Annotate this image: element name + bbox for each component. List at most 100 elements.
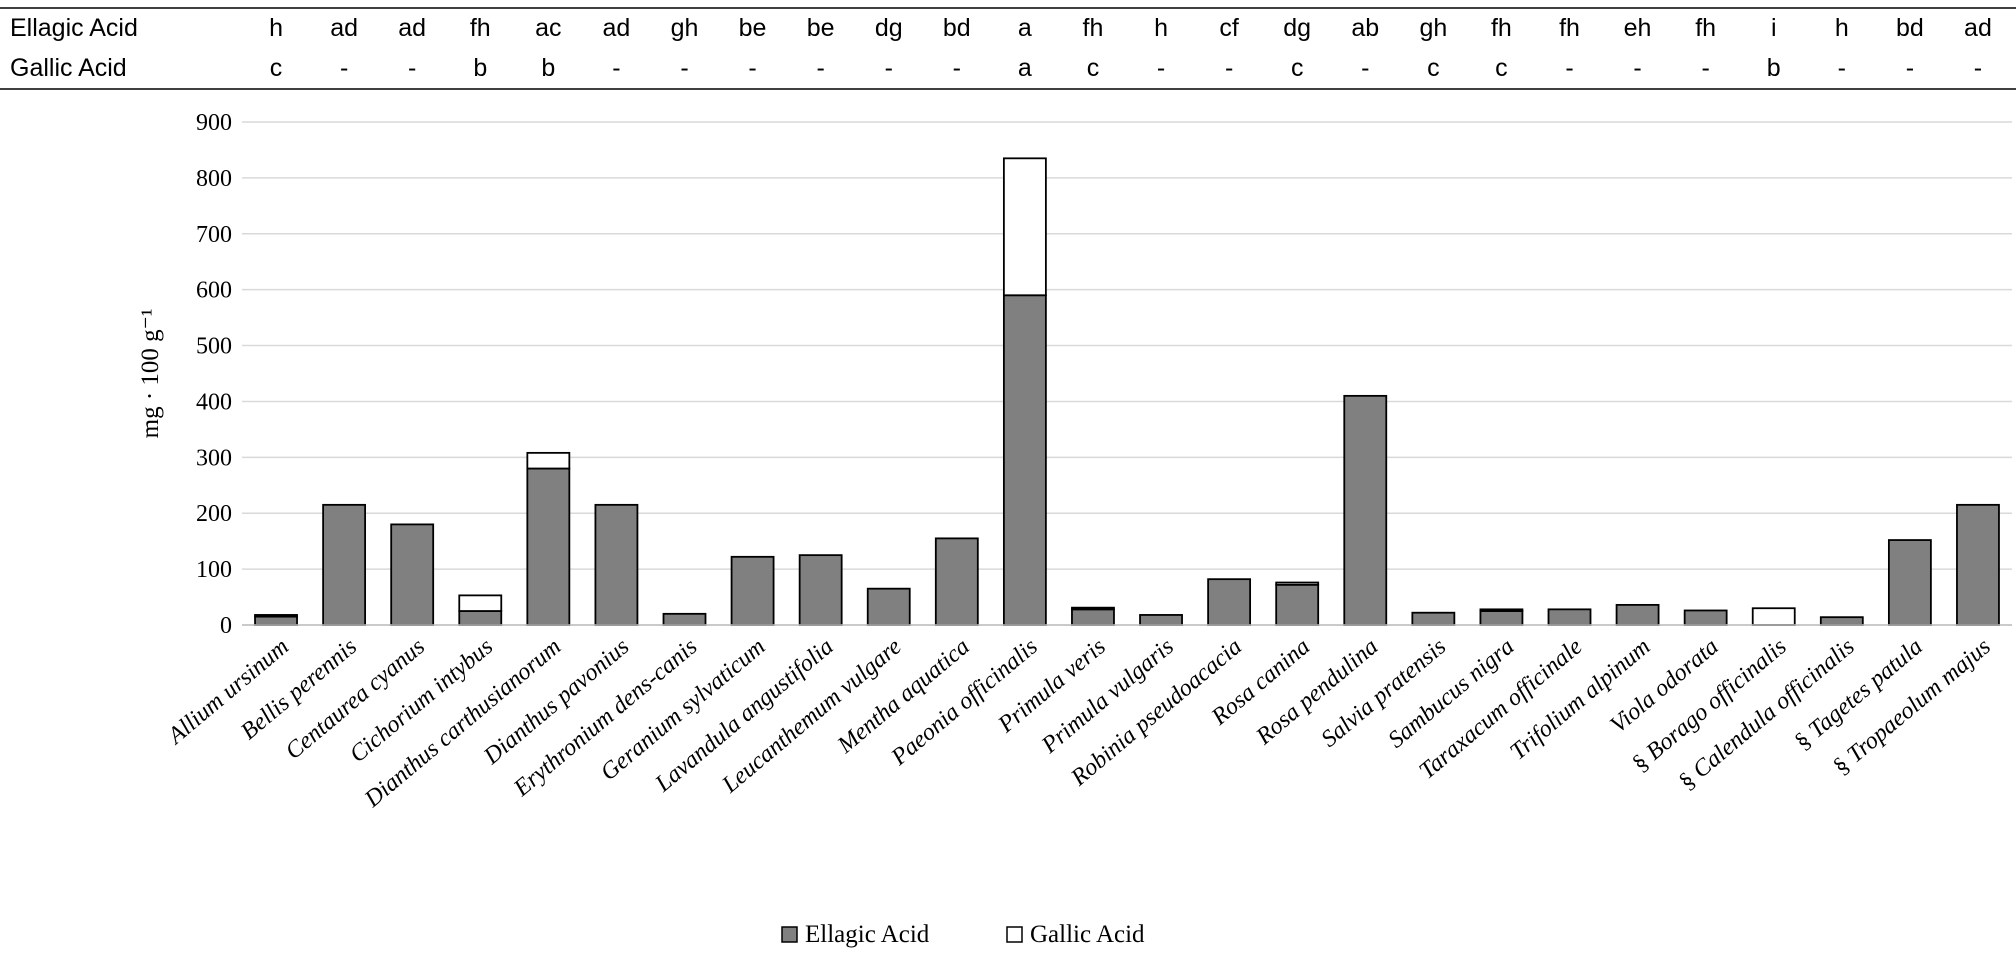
bar-ellagic-acid (594, 503, 639, 626)
header-letter: ab (1351, 14, 1379, 42)
header-letter: c (1087, 54, 1100, 82)
header-letter: dg (1283, 14, 1311, 42)
bar-ellagic-acid (1547, 608, 1592, 626)
bar-gallic-acid (1002, 157, 1047, 297)
y-tick-label: 400 (196, 389, 232, 415)
header-row-label: Gallic Acid (10, 54, 127, 82)
header-letter: h (1154, 14, 1168, 42)
y-tick-label: 600 (196, 278, 232, 304)
header-letter: eh (1624, 14, 1652, 42)
header-letter: b (541, 54, 555, 82)
y-tick-label: 100 (196, 557, 232, 583)
y-tick-label: 0 (220, 613, 232, 639)
bar-ellagic-acid (1887, 539, 1932, 626)
bar-ellagic-acid (254, 615, 298, 626)
header-letter: b (1767, 54, 1781, 82)
header-letter: a (1018, 14, 1032, 42)
header-letter: - (1361, 54, 1369, 82)
bar-ellagic-acid (1207, 578, 1252, 626)
y-tick-label: 300 (196, 445, 232, 471)
y-axis-label: mg · 100 g⁻¹ (137, 309, 164, 439)
header-letter: - (953, 54, 961, 82)
header-letter: bd (1896, 14, 1924, 42)
header-letter: dg (875, 14, 903, 42)
bar-ellagic-acid (322, 503, 367, 626)
header-letter: be (739, 14, 767, 42)
header-row-label: Ellagic Acid (10, 14, 138, 42)
bar-ellagic-acid (390, 523, 435, 626)
significance-header: Ellagic Acid h ad ad fh ac ad gh be be dg bd a fh h cf d… (0, 7, 2016, 90)
legend: Ellagic Acid Gallic Acid (781, 921, 1145, 948)
legend-entry: Ellagic Acid (805, 921, 930, 948)
bar-ellagic-acid (1002, 294, 1047, 626)
bar-ellagic-acid (1071, 608, 1115, 626)
bar-ellagic-acid (1615, 603, 1660, 626)
header-letter: - (680, 54, 688, 82)
category-name: Allium ursinum (162, 634, 294, 751)
bar-ellagic-acid (1139, 614, 1183, 626)
header-letter: ad (1964, 14, 1992, 42)
header-letter: - (408, 54, 416, 82)
header-letter: fh (1083, 14, 1104, 42)
bar-ellagic-acid (458, 610, 503, 626)
bar-ellagic-acid (866, 587, 911, 626)
legend-swatch (1006, 926, 1023, 943)
y-tick-label: 500 (196, 334, 232, 360)
legend-swatch (781, 926, 798, 943)
header-letter: be (807, 14, 835, 42)
header-letter: fh (1695, 14, 1716, 42)
bar-gallic-acid (1275, 581, 1320, 586)
bar-gallic-acid (1751, 607, 1796, 626)
y-tick-label: 200 (196, 501, 232, 527)
bar-ellagic-acid (1479, 610, 1524, 626)
header-letter: - (1565, 54, 1573, 82)
y-tick-label: 900 (196, 110, 232, 136)
header-letter: c (1427, 54, 1440, 82)
y-tick-label: 700 (196, 222, 232, 248)
header-letter: a (1018, 54, 1032, 82)
bar-ellagic-acid (934, 537, 979, 626)
header-letter: fh (1559, 14, 1580, 42)
header-letter: fh (1491, 14, 1512, 42)
header-letter: - (748, 54, 756, 82)
header-letter: - (1838, 54, 1846, 82)
bars (254, 157, 2000, 626)
header-letter: - (1974, 54, 1982, 82)
header-letter: - (1157, 54, 1165, 82)
header-letter: ad (398, 14, 426, 42)
bar-ellagic-acid (730, 555, 775, 626)
bar-gallic-acid (1479, 608, 1524, 612)
legend-entry: Gallic Acid (1030, 921, 1145, 948)
bar-ellagic-acid (1683, 609, 1728, 626)
bar-gallic-acid (1071, 606, 1115, 611)
header-letter: ac (535, 14, 561, 42)
header-letter: - (1225, 54, 1233, 82)
header-letter: c (1495, 54, 1508, 82)
header-letter: gh (671, 14, 699, 42)
bar-ellagic-acid (798, 554, 843, 626)
header-letter: - (816, 54, 824, 82)
y-tick-label: 800 (196, 166, 232, 192)
x-category-label: Allium ursinum (162, 634, 294, 751)
bar-gallic-acid (254, 614, 298, 618)
bar-ellagic-acid (1343, 394, 1388, 626)
header-letter: c (270, 54, 283, 82)
header-letter: - (885, 54, 893, 82)
bar-ellagic-acid (1819, 616, 1864, 626)
header-letter: c (1291, 54, 1304, 82)
bar-ellagic-acid (1411, 611, 1456, 626)
header-letter: ad (603, 14, 631, 42)
bar-gallic-acid (458, 594, 503, 612)
bar-ellagic-acid (662, 612, 707, 626)
header-letter: - (340, 54, 348, 82)
header-letter: - (1633, 54, 1641, 82)
header-letter: b (473, 54, 487, 82)
header-letter: h (269, 14, 283, 42)
axes: 0 100 200 300 400 500 600 700 800 900 mg · 100 g⁻¹ (137, 110, 2012, 639)
header-letter: i (1771, 14, 1777, 42)
header-letter: - (612, 54, 620, 82)
header-letter: - (1906, 54, 1914, 82)
